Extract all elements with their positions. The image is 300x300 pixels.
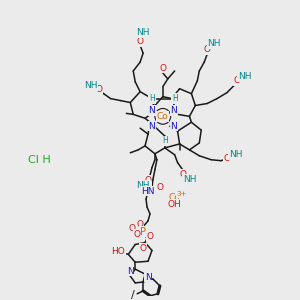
Text: O: O (233, 76, 240, 85)
Text: NH: NH (238, 72, 251, 81)
Text: N: N (127, 267, 134, 276)
Text: O: O (140, 244, 147, 253)
Text: N: N (170, 122, 177, 131)
Text: H: H (162, 136, 168, 146)
Text: NH: NH (136, 181, 150, 190)
Text: O: O (224, 154, 230, 163)
Text: O: O (159, 64, 166, 73)
Text: H: H (149, 94, 155, 103)
Text: N: N (148, 122, 155, 131)
Text: O: O (179, 170, 186, 179)
Text: O: O (145, 176, 152, 185)
Text: P: P (140, 227, 146, 237)
Text: NH: NH (183, 175, 196, 184)
Text: HN: HN (141, 187, 155, 196)
Text: O: O (129, 224, 136, 233)
Text: /: / (131, 290, 135, 300)
Text: O: O (95, 85, 102, 94)
Text: OH: OH (168, 200, 182, 208)
Text: H: H (172, 94, 178, 103)
Text: Co: Co (169, 193, 181, 202)
Text: NH: NH (207, 39, 221, 48)
Text: Cl H: Cl H (28, 155, 51, 165)
Text: N: N (170, 106, 177, 115)
Text: O: O (136, 220, 144, 229)
Text: O: O (134, 230, 141, 239)
Text: O: O (146, 232, 154, 241)
Text: HO: HO (112, 247, 125, 256)
Text: NH: NH (84, 81, 98, 90)
Text: O: O (136, 37, 144, 46)
Text: 3+: 3+ (176, 191, 187, 197)
Text: N: N (148, 106, 155, 115)
Text: N: N (145, 272, 152, 281)
Text: O: O (204, 45, 211, 54)
Text: NH: NH (229, 150, 242, 159)
Text: Co: Co (157, 112, 169, 121)
Text: NH: NH (136, 28, 150, 37)
Text: O: O (156, 183, 164, 192)
